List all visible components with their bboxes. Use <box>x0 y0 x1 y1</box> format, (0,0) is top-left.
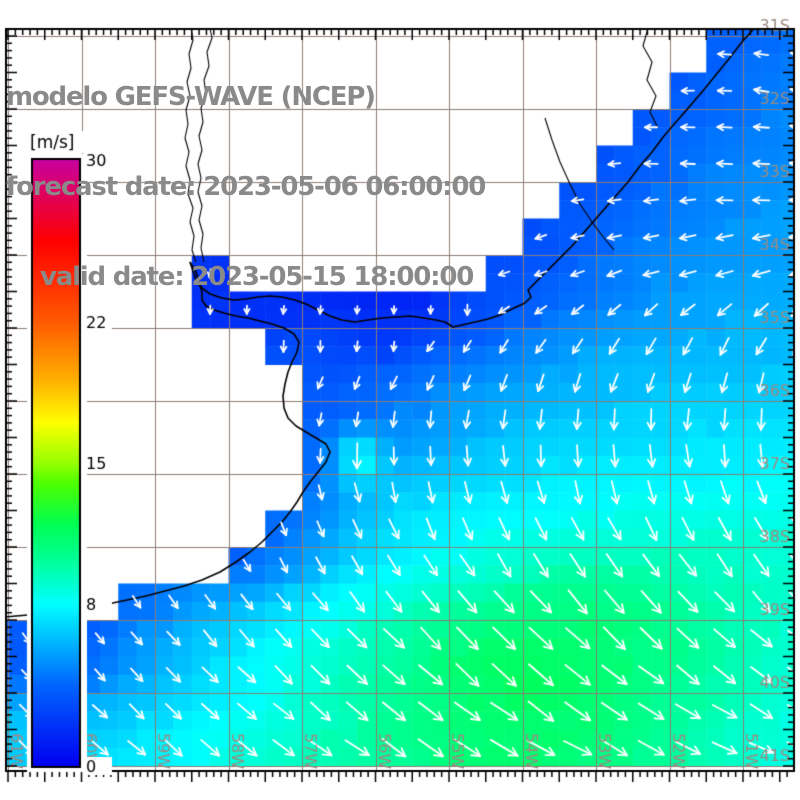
map-canvas <box>0 0 800 800</box>
gefs-wave-forecast-map: modelo GEFS-WAVE (NCEP) forecast date: 2… <box>0 0 800 800</box>
